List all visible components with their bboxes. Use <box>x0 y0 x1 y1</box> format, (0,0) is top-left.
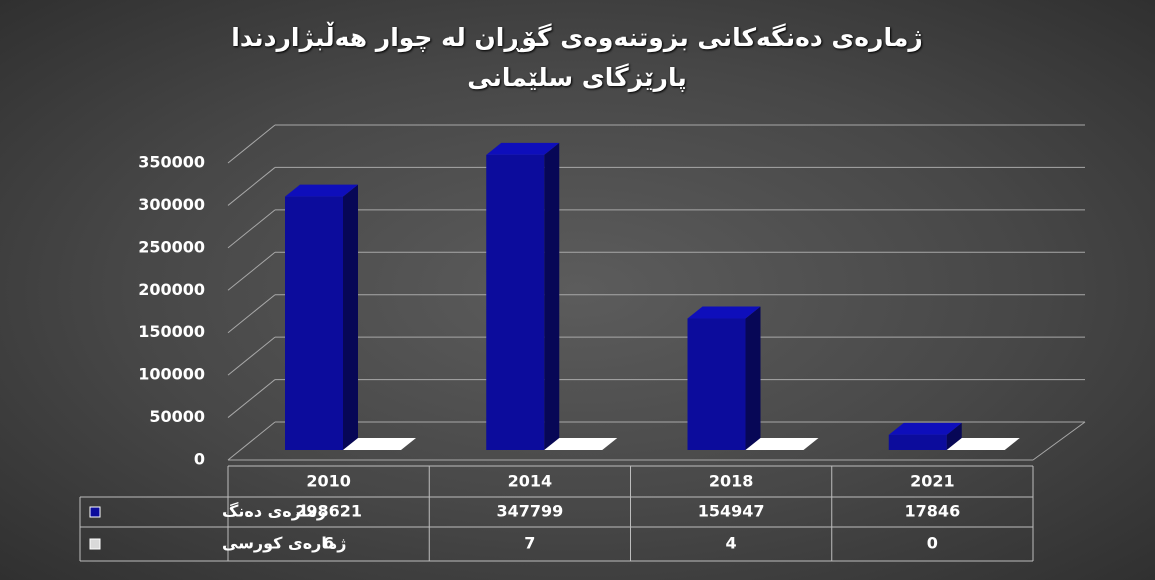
table-value: 154947 <box>698 502 765 521</box>
y-tick-label: 100000 <box>138 365 205 384</box>
legend-key <box>89 506 101 518</box>
bar-side <box>803 437 819 450</box>
grid-line-side <box>227 251 276 291</box>
bar <box>285 184 358 450</box>
y-tick-label: 0 <box>194 450 205 469</box>
bar <box>946 438 1020 450</box>
table-value: 7 <box>524 534 535 553</box>
table-value: 298621 <box>295 502 362 521</box>
table-value: 17846 <box>905 502 961 521</box>
x-tick-label: 2014 <box>508 472 553 491</box>
bar-side <box>946 422 962 450</box>
legend-label: ژمارەی دەنگ <box>222 502 326 521</box>
bar <box>544 437 618 450</box>
grid-line-side <box>227 379 276 418</box>
legend-label: ژمارەی کورسی <box>222 534 346 553</box>
y-tick-label: 50000 <box>149 407 205 426</box>
chart-title: ژمارەی دەنگەکانی بزوتنەوەی گۆڕان لە چوار… <box>231 23 923 92</box>
table-value: 6 <box>323 534 334 553</box>
bar-side <box>401 437 416 450</box>
bar-top <box>544 437 618 450</box>
bar-front <box>486 154 545 450</box>
table-value: 347799 <box>496 502 563 521</box>
bar-top <box>687 306 761 319</box>
y-tick-label: 150000 <box>138 322 205 341</box>
floor-edge <box>1032 421 1086 461</box>
bar-front <box>888 434 947 450</box>
grid-line-side <box>227 336 276 376</box>
bar-side <box>602 437 618 450</box>
x-tick-label: 2021 <box>910 472 955 491</box>
table-value: 4 <box>726 534 737 553</box>
bar-top <box>285 184 358 197</box>
bar-top <box>486 142 560 155</box>
bar-front <box>687 318 746 450</box>
y-tick-label: 300000 <box>138 195 205 214</box>
legend-key <box>89 538 101 550</box>
grid-line-side <box>227 294 276 334</box>
grid-line-side <box>227 124 276 164</box>
bar-side <box>343 184 358 450</box>
table-value: 0 <box>927 534 938 553</box>
y-tick-label: 200000 <box>138 280 205 299</box>
bar <box>343 437 416 450</box>
bar-top <box>745 437 819 450</box>
grid-line-side <box>227 421 276 461</box>
y-tick-label: 350000 <box>138 153 205 172</box>
bar <box>745 437 819 450</box>
bar <box>486 142 560 450</box>
bar-side <box>745 306 761 450</box>
y-tick-label: 250000 <box>138 237 205 256</box>
bar <box>888 422 962 450</box>
bar-top <box>946 438 1020 450</box>
bar-top <box>343 437 416 450</box>
x-tick-label: 2010 <box>306 472 351 491</box>
grid-line-side <box>227 167 276 206</box>
x-tick-label: 2018 <box>709 472 754 491</box>
grid-line-side <box>227 209 276 249</box>
bar-side <box>544 142 560 450</box>
bar-front <box>285 196 343 450</box>
bar <box>687 306 761 450</box>
bar-top <box>888 422 962 435</box>
